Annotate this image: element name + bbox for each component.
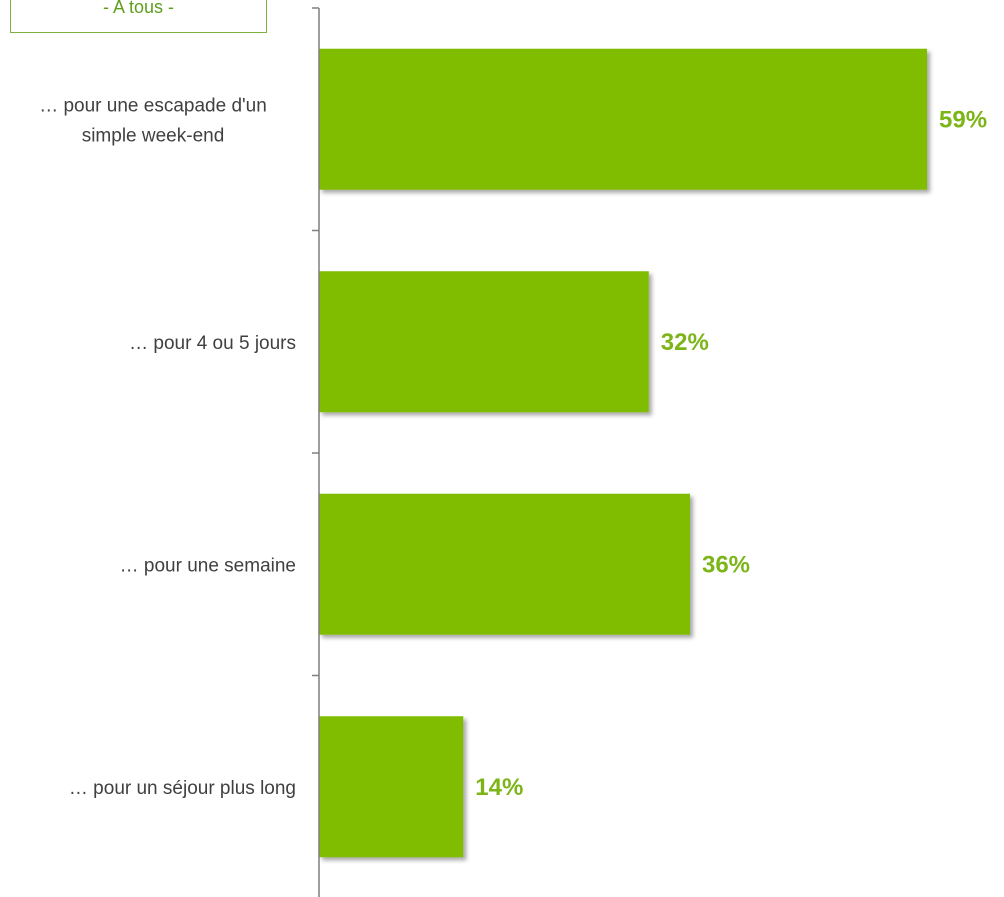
value-label-3: 36%: [702, 551, 750, 578]
bar-1: [319, 48, 927, 190]
filter-label-box: - A tous -: [10, 0, 267, 33]
value-label-4: 14%: [475, 774, 523, 801]
value-label-1: 59%: [939, 106, 987, 133]
bar-4: [319, 716, 464, 858]
category-label-4: … pour un séjour plus long: [69, 778, 296, 799]
bar-2: [319, 271, 649, 413]
y-axis: [312, 7, 320, 897]
value-label-2: 32%: [661, 329, 709, 356]
bars-group: [319, 48, 927, 858]
bar-3: [319, 493, 690, 635]
category-label-3: … pour une semaine: [120, 555, 296, 576]
category-label-2: … pour 4 ou 5 jours: [129, 333, 296, 354]
filter-label: - A tous -: [102, 0, 175, 17]
category-label-1: … pour une escapade d'un simple week-end: [39, 95, 267, 146]
labels-group: 59% … pour une escapade d'un simple week-e…: [39, 95, 987, 801]
